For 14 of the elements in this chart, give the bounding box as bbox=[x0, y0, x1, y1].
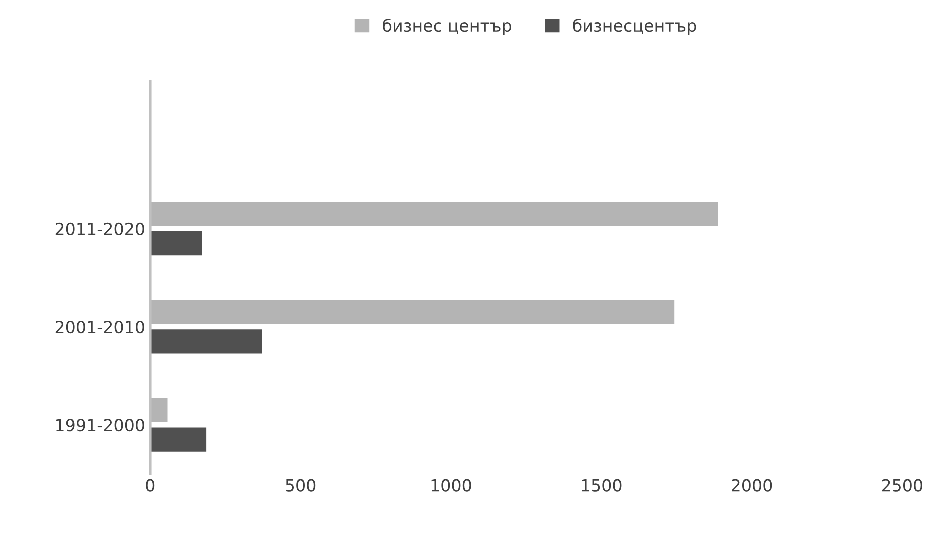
x-tick-label: 2500 bbox=[882, 479, 922, 492]
x-tick-label: 2000 bbox=[732, 479, 772, 492]
bar bbox=[150, 230, 204, 258]
x-tick-label: 0 bbox=[146, 479, 155, 492]
y-tick-label: 2011-2020 bbox=[56, 222, 144, 236]
bar bbox=[150, 426, 208, 454]
legend-label: бизнес център bbox=[383, 18, 512, 36]
x-tick-label: 1500 bbox=[582, 479, 622, 492]
bar bbox=[150, 328, 264, 356]
y-tick-label: 2001-2010 bbox=[56, 320, 144, 334]
legend-label: бизнесцентър bbox=[573, 18, 696, 36]
x-tick-label: 500 bbox=[286, 479, 316, 492]
y-tick-label: 1991-2000 bbox=[56, 419, 144, 432]
x-tick-label: 1000 bbox=[432, 479, 472, 492]
